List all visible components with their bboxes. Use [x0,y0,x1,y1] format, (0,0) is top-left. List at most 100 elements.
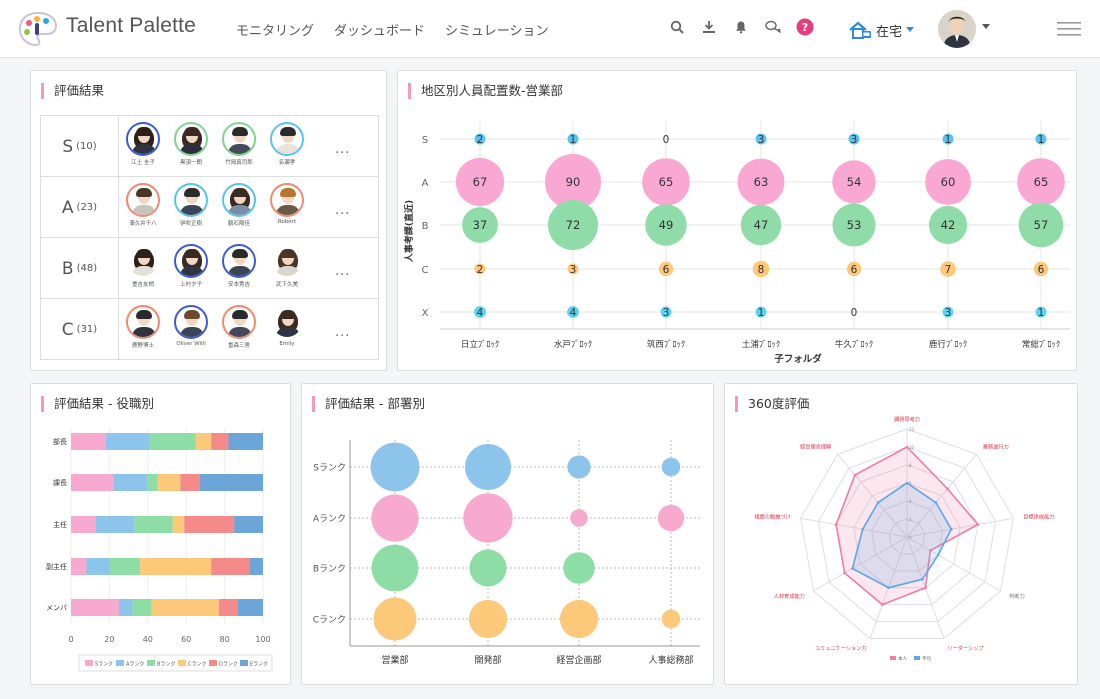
radar-tick-label: 6 [909,481,912,486]
person-name: 重森三男 [227,343,250,349]
person-card[interactable]: 名瀬孝 [269,122,305,166]
more-people-button[interactable]: ... [335,203,351,218]
x-tick-label: 開発部 [474,654,501,666]
bubble-value-label: 49 [659,218,674,232]
bubble-c [567,263,579,275]
y-tick-label: Bランク [313,564,346,575]
bubble-value-label: 65 [1034,175,1049,189]
radar-ring [871,500,943,572]
grade-count: (23) [76,202,98,213]
chart-legend: 本人 平均 [890,655,931,662]
grade-count: (10) [76,141,97,152]
user-avatar[interactable] [938,10,976,48]
bar-segment [71,474,114,491]
bubble-s [474,133,486,145]
chat-icon[interactable] [764,18,782,36]
person-card[interactable]: 伊吹正樹 [173,183,209,227]
bell-icon[interactable] [732,18,750,36]
legend-label: Cランク [188,662,207,668]
radar-point [861,527,864,531]
legend-frame [78,654,273,672]
bubble-b [928,205,968,245]
y-tick-label: X [422,308,429,319]
person-card[interactable]: 黒須一朗 [173,122,209,166]
user-menu-caret-icon[interactable] [982,24,990,30]
bubble-value-label: 67 [473,175,488,189]
search-icon[interactable] [668,18,686,36]
bubble [465,444,511,490]
grade-letter: C [61,319,74,340]
work-status-select[interactable]: 在宅 [848,20,915,40]
person-card[interactable]: 江土 圭子 [125,122,161,166]
bubble-value-label: 90 [566,175,581,189]
legend-label: Dランク [219,662,238,668]
person-card[interactable]: 安本秀吉 [221,244,257,288]
x-tick-label: 筑西ﾌﾞﾛｯｸ [647,339,685,350]
y-tick-label: 課長 [53,478,67,487]
radar-ring [835,464,979,606]
grade-count: (31) [76,324,98,335]
bubble-value-label: 4 [477,307,484,319]
bar-segment [105,433,150,450]
download-icon[interactable] [700,18,718,36]
x-tick-label: 常総ﾌﾞﾛｯｸ [1022,339,1060,350]
help-icon[interactable]: ? [796,18,814,36]
bar-segment [71,433,106,450]
person-card[interactable]: 豊吉友梢 [125,244,161,288]
bubble-b [740,204,782,246]
radar-tick-label: 4 [909,499,912,504]
bubble-x [755,306,767,318]
bubble-value-label: 57 [1034,218,1049,232]
person-card[interactable]: 鹿野博士 [125,305,161,349]
nav-simulation[interactable]: シミュレーション [445,24,549,39]
nav-monitoring[interactable]: モニタリング [236,24,315,39]
bubble-a [642,158,690,206]
bubble-b [645,204,687,246]
person-card[interactable]: Emily [269,305,305,349]
bubble-value-label: 4 [570,307,577,319]
eval-results-card: 評価結果 S (10) 江土 圭子 黒須一朗 竹岡真司郎 名瀬孝... A (23) 湊久井千八… [30,70,387,371]
more-people-button[interactable]: ... [335,325,351,340]
person-photo [270,305,304,339]
area-bubble-chart: S A B C X 日立ﾌﾞﾛｯｸ 水戸ﾌﾞﾛｯｸ 筑西ﾌﾞﾛｯｸ 土浦ﾌﾞﾛｯｸ 牛久ﾌﾞﾛｯｸ… [403,121,1070,365]
more-people-button[interactable]: ... [335,264,351,279]
bubble-value-label: 42 [941,218,956,232]
person-name: 黒須一朗 [179,160,202,166]
bar-segment [211,558,250,575]
radar-point [929,549,932,552]
bubble-a [545,154,601,210]
person-card[interactable]: Robert [269,183,305,227]
legend-swatch [116,660,124,666]
more-people-button[interactable]: ... [335,142,351,157]
hamburger-menu-icon[interactable] [1057,20,1081,38]
person-name: 武下久美 [275,282,298,288]
person-card[interactable]: 竹岡真司郎 [221,122,257,166]
bubble-a [925,159,971,205]
person-photo [222,305,256,339]
radar-axis-label: 目標達成能力 [1023,513,1054,521]
card-title: 評価結果 [41,83,104,99]
radar-point [905,445,909,449]
bubble-value-label: 3 [663,307,670,319]
person-card[interactable]: Oliver Willi [173,305,209,349]
bubble-x [474,306,486,318]
app-name: Talent Palette [66,14,197,37]
person-photo [174,122,208,156]
radar-point [946,487,949,490]
bubble-value-label: 6 [663,264,670,276]
header-icons: ? [668,18,814,36]
bubble-s [1035,133,1047,145]
person-card[interactable]: 重森三男 [221,305,257,349]
person-card[interactable]: 武下久美 [269,244,305,288]
bubble-value-label: 47 [754,218,769,232]
person-card[interactable]: 湊久井千八 [125,183,161,227]
bubble-value-label: 1 [1038,134,1045,146]
bar-segment [95,516,135,533]
legend-swatch [240,660,248,666]
person-card[interactable]: 鶴石陽佳 [221,183,257,227]
palette-logo-icon[interactable] [18,11,58,47]
bar-segment [211,433,229,450]
person-card[interactable]: 上村夕子 [173,244,209,288]
nav-dashboard[interactable]: ダッシュボード [334,24,426,39]
people-list: 鹿野博士 Oliver Willi 重森三男 Emily [125,305,305,349]
